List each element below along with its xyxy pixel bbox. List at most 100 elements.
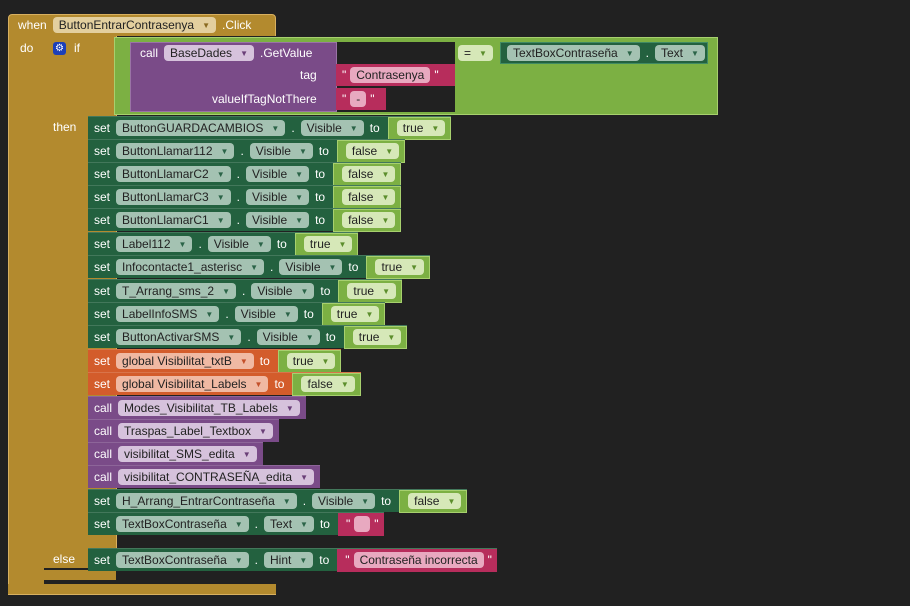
property-dropdown[interactable]: Text ▼ [264,516,314,532]
boolean-dropdown[interactable]: false ▼ [342,189,396,205]
call-procedure-block[interactable]: call visibilitat_SMS_edita ▼ [88,442,263,465]
boolean-block[interactable]: true ▼ [294,232,359,256]
boolean-block[interactable]: true ▼ [321,302,386,326]
property-dropdown[interactable]: Visible ▼ [246,212,310,228]
property-dropdown[interactable]: Visible ▼ [279,259,343,275]
boolean-dropdown[interactable]: true ▼ [396,120,446,136]
call-procedure-block[interactable]: call Traspas_Label_Textbox ▼ [88,419,279,442]
setter-block[interactable]: set TextBoxContraseña ▼. Text ▼ to " " [88,512,384,536]
boolean-dropdown[interactable]: true ▼ [375,259,425,275]
boolean-dropdown[interactable]: true ▼ [330,306,380,322]
operator-dropdown[interactable]: = ▼ [458,45,493,61]
setter-block[interactable]: set H_Arrang_EntrarContraseña ▼. Visible ▼ to… [88,489,468,513]
component-dropdown[interactable]: Label112 ▼ [116,236,193,252]
setter-block[interactable]: set ButtonLlamarC2 ▼. Visible ▼ to false ▼ [88,162,402,186]
property-dropdown[interactable]: Visible ▼ [246,189,310,205]
dropdown-arrow-icon: ▼ [227,332,236,342]
set-label: set [94,517,111,531]
property-dropdown[interactable]: Visible ▼ [251,283,315,299]
default-text-block[interactable]: " - " [336,88,386,110]
text-value[interactable] [354,516,371,532]
tag-text-value[interactable]: Contrasenya [350,67,431,83]
textbox-dropdown[interactable]: TextBoxContraseña ▼ [507,45,640,61]
procedure-dropdown[interactable]: visibilitat_CONTRASEÑA_edita ▼ [118,469,314,485]
component-dropdown[interactable]: H_Arrang_EntrarContraseña ▼ [116,493,297,509]
property-dropdown[interactable]: Visible ▼ [207,236,271,252]
boolean-dropdown[interactable]: false ▼ [342,212,396,228]
property-dropdown[interactable]: Hint ▼ [264,552,314,568]
boolean-block[interactable]: false ▼ [333,162,402,186]
text-block[interactable]: " " [337,512,384,536]
property-dropdown[interactable]: Visible ▼ [246,166,310,182]
variable-dropdown[interactable]: global Visibilitat_Labels ▼ [116,376,269,392]
setter-block[interactable]: set ButtonActivarSMS ▼. Visible ▼ to true ▼ [88,325,408,349]
boolean-block[interactable]: false ▼ [336,139,406,163]
property-dropdown[interactable]: Visible ▼ [300,120,364,136]
setter-block[interactable]: set T_Arrang_sms_2 ▼. Visible ▼ to true ▼ [88,279,403,303]
setter-block[interactable]: set ButtonLlamar112 ▼. Visible ▼ to false ▼ [88,139,406,163]
boolean-dropdown[interactable]: false ▼ [345,143,400,159]
boolean-block[interactable]: true ▼ [277,349,342,373]
boolean-block[interactable]: true ▼ [366,255,431,279]
property-dropdown[interactable]: Visible ▼ [234,306,298,322]
default-text-value[interactable]: - [350,91,367,107]
component-dropdown[interactable]: ButtonLlamarC3 ▼ [116,189,231,205]
set-variable-block[interactable]: set global Visibilitat_txtB ▼ to true ▼ [88,349,342,373]
component-dropdown[interactable]: TextBoxContraseña ▼ [116,516,249,532]
textbox-name: TextBoxContraseña [513,46,618,60]
textbox-getter-block[interactable]: TextBoxContraseña ▼ . Text ▼ [500,42,708,64]
property-dropdown[interactable]: Text ▼ [655,45,705,61]
boolean-dropdown[interactable]: true ▼ [303,236,353,252]
call-procedure-block[interactable]: call Modes_Visibilitat_TB_Labels ▼ [88,396,306,419]
text-value[interactable]: Contraseña incorrecta [353,552,484,568]
setter-block[interactable]: set Infocontacte1_asterisc ▼. Visible ▼ to tru… [88,255,431,279]
boolean-dropdown[interactable]: false ▼ [342,166,396,182]
boolean-block[interactable]: true ▼ [338,279,403,303]
boolean-block[interactable]: false ▼ [292,372,361,396]
property-dropdown[interactable]: Visible ▼ [312,493,376,509]
mutator-gear-icon[interactable]: ⚙ [53,41,66,55]
boolean-block[interactable]: true ▼ [343,325,408,349]
setter-block[interactable]: set LabelInfoSMS ▼. Visible ▼ to true ▼ [88,302,386,326]
boolean-dropdown[interactable]: true ▼ [352,329,402,345]
boolean-block[interactable]: false ▼ [399,489,468,513]
setter-block[interactable]: set ButtonLlamarC3 ▼. Visible ▼ to false ▼ [88,185,402,209]
property-dropdown[interactable]: Visible ▼ [256,329,320,345]
component-dropdown[interactable]: TextBoxContraseña ▼ [116,552,249,568]
boolean-block[interactable]: false ▼ [333,208,402,232]
component-dropdown[interactable]: ButtonEntrarContrasenya ▼ [52,17,217,33]
component-dropdown[interactable]: Infocontacte1_asterisc ▼ [116,259,265,275]
set-variable-block[interactable]: set global Visibilitat_Labels ▼ to false ▼ [88,372,361,396]
tag-text-block[interactable]: " Contrasenya " [336,64,455,86]
component-dropdown[interactable]: ButtonLlamarC1 ▼ [116,212,231,228]
component-dropdown[interactable]: LabelInfoSMS ▼ [116,306,220,322]
procedure-dropdown-text: Traspas_Label_Textbox [124,424,251,438]
component-dropdown[interactable]: T_Arrang_sms_2 ▼ [116,283,236,299]
boolean-dropdown[interactable]: true ▼ [347,283,397,299]
setter-block[interactable]: set TextBoxContraseña ▼. Hint ▼ to " Contraseña… [88,548,497,572]
component-dropdown[interactable]: ButtonLlamar112 ▼ [116,143,235,159]
boolean-block[interactable]: false ▼ [333,185,402,209]
boolean-dropdown[interactable]: false ▼ [301,376,355,392]
dot-label: . [247,330,251,344]
boolean-block[interactable]: true ▼ [387,116,452,140]
procedure-dropdown[interactable]: visibilitat_SMS_edita ▼ [118,446,257,462]
dropdown-arrow-icon: ▼ [385,146,394,156]
dot-label: . [254,517,259,531]
text-block[interactable]: " Contraseña incorrecta " [337,548,497,572]
setter-block[interactable]: set Label112 ▼. Visible ▼ to true ▼ [88,232,359,256]
component-dropdown[interactable]: ButtonActivarSMS ▼ [116,329,242,345]
procedure-dropdown[interactable]: Modes_Visibilitat_TB_Labels ▼ [118,400,300,416]
database-dropdown[interactable]: BaseDades ▼ [164,45,254,61]
property-dropdown[interactable]: Visible ▼ [249,143,313,159]
procedure-dropdown[interactable]: Traspas_Label_Textbox ▼ [118,423,273,439]
component-dropdown[interactable]: ButtonGUARDACAMBIOS ▼ [116,120,286,136]
setter-block[interactable]: set ButtonGUARDACAMBIOS ▼. Visible ▼ to true ▼ [88,116,452,140]
boolean-dropdown[interactable]: true ▼ [286,353,336,369]
component-dropdown[interactable]: ButtonLlamarC2 ▼ [116,166,231,182]
variable-dropdown[interactable]: global Visibilitat_txtB ▼ [116,353,254,369]
component-dropdown-text: TextBoxContraseña [122,517,227,531]
setter-block[interactable]: set ButtonLlamarC1 ▼. Visible ▼ to false ▼ [88,208,402,232]
boolean-dropdown[interactable]: false ▼ [408,493,462,509]
call-procedure-block[interactable]: call visibilitat_CONTRASEÑA_edita ▼ [88,465,320,488]
